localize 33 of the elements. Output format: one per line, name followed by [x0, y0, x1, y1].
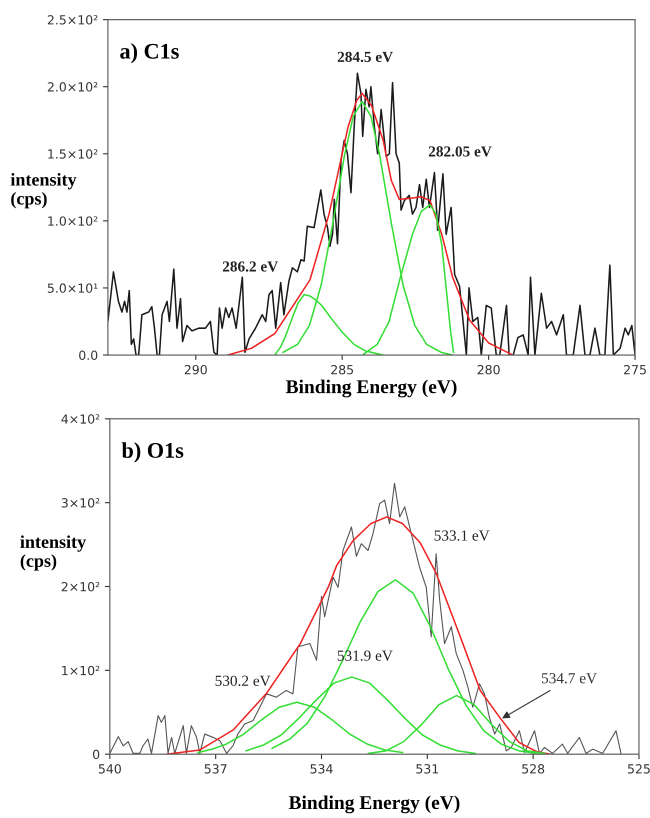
text: b) O1s — [122, 442, 184, 462]
annotation: 533.1 eV — [434, 530, 490, 541]
annotation: 282.05 eV — [428, 146, 492, 157]
annotation: 284.5 eV — [338, 52, 393, 62]
x-tick-label: 280 — [478, 364, 500, 374]
x-tick-label: 275 — [624, 364, 646, 374]
x-tick-label: 285 — [331, 364, 354, 374]
y-tick-label: 2.5×10² — [48, 15, 98, 25]
annotation: 286.2 eV — [222, 261, 278, 272]
x-axis-title: Binding Energy (eV) — [286, 380, 457, 398]
annotation: 530.2 eV — [216, 676, 270, 686]
x-tick-label: 534 — [310, 764, 333, 774]
y-tick-label: 1×10² — [62, 666, 100, 676]
x-tick-label: 528 — [522, 764, 544, 774]
y-tick-label: 1.0×10² — [48, 216, 98, 226]
y-tick-label: 3×10² — [62, 498, 100, 508]
text: a) C1s — [120, 43, 179, 64]
y-tick-label: 2×10² — [62, 582, 100, 592]
y-tick-label: 0.0 — [79, 350, 98, 360]
x-tick-label: 290 — [184, 364, 207, 374]
y-axis-title: intensity (cps) — [10, 173, 76, 208]
y-tick-label: 2.0×10² — [48, 82, 98, 92]
x-axis-title: Binding Energy (eV) — [288, 795, 460, 814]
y-tick-label: 4×10² — [61, 414, 100, 424]
x-tick-label: 525 — [628, 764, 650, 774]
y-tick-label: 5.0×10¹ — [48, 283, 98, 293]
x-tick-label: 531 — [416, 764, 438, 774]
x-tick-label: 537 — [204, 764, 227, 774]
y-axis-title: intensity (cps) — [20, 535, 86, 571]
y-tick-label: 0 — [93, 750, 100, 760]
annotation: 534.7 eV — [542, 673, 597, 684]
y-tick-label: 1.5×10² — [48, 149, 98, 159]
x-tick-label: 540 — [98, 764, 121, 774]
